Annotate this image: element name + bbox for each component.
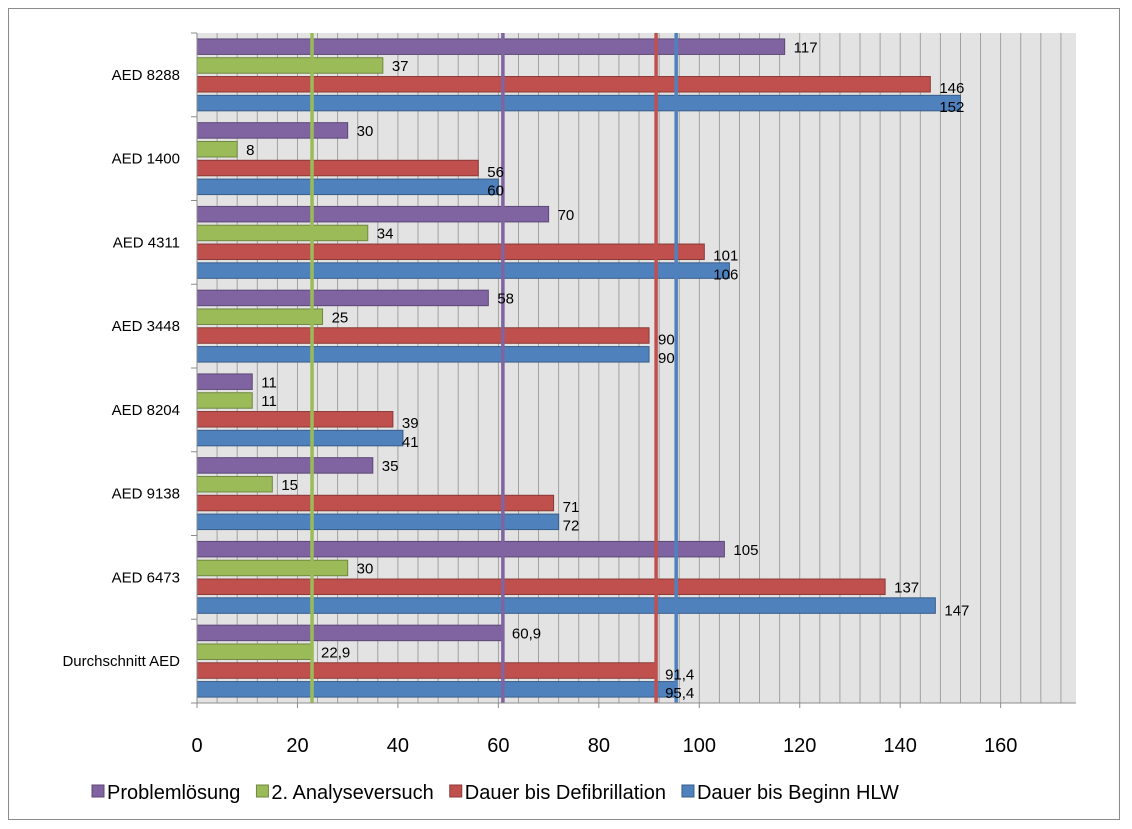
- data-label-1-6: 35: [382, 458, 399, 475]
- bar-3-7: [196, 578, 886, 596]
- x-tick-label-5: 80: [588, 735, 610, 757]
- bar-1-5: [196, 373, 253, 390]
- category-label-6: AED 9138: [112, 486, 180, 503]
- data-label-2-3: 34: [377, 226, 394, 243]
- data-label-2-5: 11: [261, 393, 277, 410]
- data-label-3-8: 91,4: [665, 666, 694, 683]
- x-tick-label-7: 120: [783, 735, 816, 757]
- reference-lines: [310, 33, 678, 703]
- bar-2-1: [196, 57, 384, 74]
- bar-1-6: [196, 457, 374, 474]
- x-tick-label-4: 60: [487, 735, 509, 757]
- data-label-4-3: 106: [713, 266, 738, 283]
- data-label-4-6: 72: [563, 518, 580, 535]
- data-label-4-1: 152: [939, 99, 964, 116]
- data-label-3-3: 101: [713, 248, 738, 265]
- legend: Problemlösung 2. Analyseversuch Dauer bis …: [91, 782, 899, 804]
- legend-swatch-3: [449, 784, 463, 798]
- bar-2-7: [196, 559, 349, 577]
- x-tick-label-9: 160: [984, 735, 1017, 757]
- data-label-3-7: 137: [894, 580, 919, 597]
- bar-4-7: [196, 597, 936, 614]
- bar-1-2: [196, 122, 349, 139]
- bar-1-1: [196, 38, 786, 55]
- legend-swatch-1: [91, 784, 105, 798]
- legend-swatch-2: [255, 784, 269, 798]
- data-label-4-5: 41: [402, 434, 419, 451]
- data-label-2-2: 8: [246, 142, 254, 159]
- bar-1-7: [196, 540, 725, 558]
- bar-2-5: [196, 392, 253, 409]
- data-label-1-7: 105: [733, 542, 758, 559]
- bar-3-5: [196, 411, 394, 428]
- category-label-4: AED 3448: [112, 318, 180, 335]
- bar-1-8: [196, 624, 504, 642]
- data-label-4-7: 147: [944, 602, 969, 619]
- data-label-2-7: 30: [357, 561, 374, 578]
- data-label-4-8: 95,4: [665, 685, 694, 702]
- data-label-2-1: 37: [392, 58, 409, 75]
- bar-4-5: [196, 429, 404, 447]
- data-label-1-3: 70: [558, 207, 575, 224]
- bar-3-6: [196, 494, 555, 512]
- legend-swatch-4: [681, 784, 695, 798]
- x-tick-label-2: 20: [286, 735, 308, 757]
- data-label-1-8: 60,9: [512, 626, 541, 643]
- axes: AED 8288 AED 1400 AED 4311 AED 3448 AED 8204…: [62, 32, 1076, 757]
- category-label-3: AED 4311: [113, 234, 180, 251]
- bar-4-2: [196, 178, 499, 196]
- data-label-4-2: 60: [487, 183, 504, 200]
- bar-3-4: [196, 327, 650, 344]
- data-label-2-6: 15: [281, 477, 298, 494]
- bar-2-2: [196, 140, 238, 158]
- category-label-5: AED 8204: [112, 402, 180, 419]
- category-label-8: Durchschnitt AED: [62, 653, 180, 670]
- bar-4-8: [196, 681, 677, 698]
- x-tick-label-8: 140: [884, 735, 917, 757]
- data-label-1-5: 11: [261, 374, 277, 391]
- bar-3-8: [196, 662, 657, 679]
- bar-2-4: [196, 308, 324, 325]
- x-tick-label-6: 100: [683, 735, 716, 757]
- bar-4-3: [196, 262, 730, 279]
- bar-1-3: [196, 205, 550, 223]
- bar-4-4: [196, 346, 650, 363]
- bar-1-4: [196, 289, 489, 307]
- x-tick-label-1: 0: [191, 735, 202, 757]
- data-label-3-1: 146: [939, 80, 964, 97]
- data-label-2-8: 22,9: [321, 644, 350, 661]
- data-label-3-4: 90: [658, 331, 675, 348]
- data-label-4-4: 90: [658, 350, 675, 367]
- x-tick-label-3: 40: [387, 735, 409, 757]
- bar-3-1: [196, 76, 931, 93]
- data-label-1-1: 117: [794, 39, 818, 56]
- legend-label-2: 2. Analyseversuch: [271, 782, 433, 804]
- legend-label-1: Problemlösung: [107, 782, 240, 804]
- data-label-3-6: 71: [563, 499, 580, 516]
- legend-label-4: Dauer bis Beginn HLW: [697, 782, 899, 804]
- bar-2-3: [196, 224, 369, 242]
- category-label-7: AED 6473: [112, 569, 180, 586]
- data-label-1-4: 58: [497, 291, 514, 308]
- bar-2-8: [196, 643, 313, 660]
- data-label-3-2: 56: [487, 164, 504, 181]
- data-label-3-5: 39: [402, 415, 419, 432]
- bar-2-6: [196, 475, 273, 493]
- bar-3-2: [196, 159, 479, 177]
- bar-3-3: [196, 243, 705, 261]
- category-label-2: AED 1400: [112, 151, 180, 168]
- data-label-2-4: 25: [332, 309, 349, 326]
- category-label-1: AED 8288: [112, 67, 180, 84]
- data-label-1-2: 30: [357, 123, 374, 140]
- legend-label-3: Dauer bis Defibrillation: [465, 782, 666, 804]
